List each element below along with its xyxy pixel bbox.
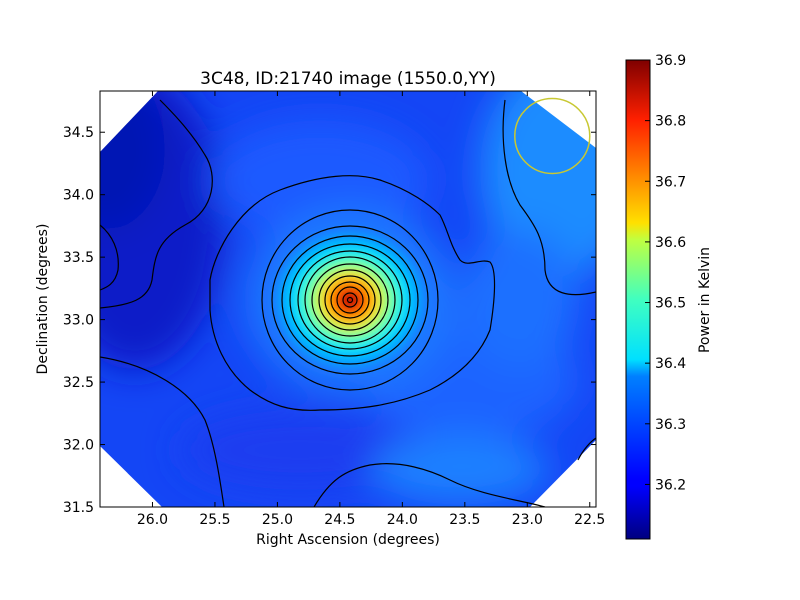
contour-line: [100, 356, 225, 507]
y-tick-label: 33.0: [63, 313, 94, 329]
chart-title: 3C48, ID:21740 image (1550.0,YY): [200, 69, 496, 89]
contour-lines: [100, 99, 596, 507]
contour-line: [324, 275, 376, 325]
colorbar-tick-label: 36.2: [655, 477, 686, 493]
colorbar-tick-label: 36.7: [655, 174, 686, 190]
y-tick-label: 31.5: [63, 500, 94, 516]
colorbar-tick-label: 36.8: [655, 114, 686, 130]
contour-line: [209, 175, 496, 411]
x-tick-label: 24.5: [324, 512, 355, 528]
colorbar-tick-label: 36.6: [655, 235, 686, 251]
colorbar-tick-label: 36.5: [655, 296, 686, 312]
y-tick-label: 32.0: [63, 438, 94, 454]
x-tick-label: 22.5: [574, 512, 605, 528]
colorbar-tick-label: 36.4: [655, 356, 686, 372]
contour-line: [318, 269, 382, 331]
plot-area: [100, 91, 596, 507]
y-axis-label: Declination (degrees): [35, 224, 51, 375]
plot-frame: [99, 90, 597, 508]
contour-line: [342, 292, 358, 308]
contour-line: [297, 250, 403, 350]
x-tick-label: 25.5: [199, 512, 230, 528]
corner-masks: [100, 91, 596, 507]
contour-line: [304, 256, 396, 344]
x-axis-label: Right Ascension (degrees): [256, 532, 440, 548]
contour-line: [100, 99, 213, 309]
x-tick-label: 26.0: [137, 512, 168, 528]
contour-line: [311, 263, 389, 337]
contour-line: [100, 224, 119, 291]
contour-line: [346, 296, 354, 304]
x-tick-label: 24.0: [387, 512, 418, 528]
contour-line: [330, 281, 370, 319]
contour-line: [577, 437, 596, 461]
x-tick-label: 25.0: [262, 512, 293, 528]
y-tick-label: 34.5: [63, 125, 94, 141]
contour-line: [261, 209, 439, 391]
contour-line: [336, 286, 364, 314]
y-tick-label: 33.5: [63, 250, 94, 266]
contour-line: [502, 99, 596, 296]
y-axis: 31.5 32.0 32.5 33.0 33.5 34.0 34.5: [63, 125, 596, 516]
x-tick-label: 23.0: [512, 512, 543, 528]
x-axis: 26.0 25.5 25.0 24.5 24.0 23.5 23.0 22.5: [137, 91, 605, 528]
colorbar-tick-label: 36.9: [655, 53, 686, 69]
beam-circle: [514, 97, 591, 175]
colorbar-label: Power in Kelvin: [697, 247, 713, 353]
contour-line: [271, 225, 429, 375]
contour-line: [313, 463, 546, 507]
y-tick-label: 32.5: [63, 375, 94, 391]
y-tick-label: 34.0: [63, 188, 94, 204]
contour-line: [281, 235, 419, 365]
colorbar-axis: 36.2 36.3 36.4 36.5 36.6 36.7 36.8 36.9: [645, 53, 686, 493]
colorbar: [625, 59, 651, 540]
colorbar-tick-label: 36.3: [655, 417, 686, 433]
x-tick-label: 23.5: [449, 512, 480, 528]
contour-line: [289, 243, 411, 357]
